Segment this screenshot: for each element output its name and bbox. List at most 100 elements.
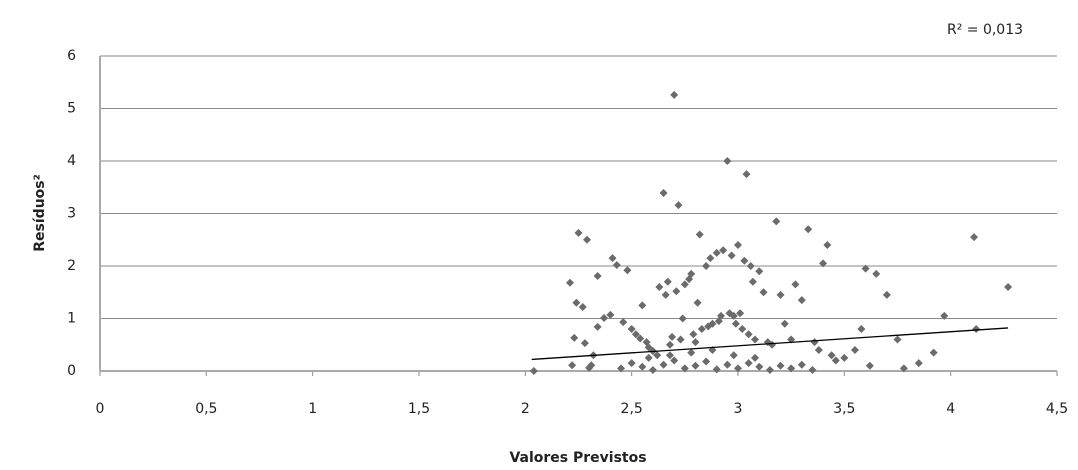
data-point [882, 290, 891, 299]
data-point [670, 356, 679, 365]
data-point [872, 269, 881, 278]
data-point [668, 332, 677, 341]
data-point [593, 271, 602, 280]
data-point [680, 280, 689, 289]
x-tick-label: 3 [734, 401, 743, 417]
trendline [531, 327, 1009, 361]
x-tick-label: 1,5 [408, 401, 430, 417]
data-point [612, 260, 621, 269]
data-point [653, 351, 662, 360]
data-point [787, 364, 796, 373]
data-point [648, 365, 657, 374]
data-point [574, 228, 583, 237]
data-point [619, 318, 628, 327]
data-point [672, 287, 681, 296]
data-point [893, 335, 902, 344]
x-tick-label: 0,5 [195, 401, 217, 417]
data-point [736, 309, 745, 318]
data-point [797, 296, 806, 305]
data-point [702, 357, 711, 366]
data-point [748, 277, 757, 286]
data-point [768, 340, 777, 349]
data-point [808, 365, 817, 374]
data-point [727, 251, 736, 260]
data-point [578, 302, 587, 311]
data-point [970, 233, 979, 242]
data-point [729, 311, 738, 320]
data-point [914, 359, 923, 368]
data-point [819, 259, 828, 268]
data-point [627, 325, 636, 333]
data-point [608, 254, 617, 263]
data-point [712, 365, 721, 374]
data-point [687, 269, 696, 278]
data-point [585, 363, 594, 372]
data-point [600, 313, 609, 322]
data-point [659, 360, 668, 369]
x-tick-label: 2 [521, 401, 530, 417]
data-point [702, 262, 711, 270]
data-point [861, 264, 870, 273]
data-point [899, 364, 908, 373]
data-point [865, 361, 874, 370]
data-point [810, 338, 819, 347]
data-point [791, 280, 800, 289]
x-tick-label: 2,5 [621, 401, 643, 417]
data-point [580, 339, 589, 348]
data-point [644, 353, 653, 362]
data-point [636, 334, 645, 343]
data-point [606, 310, 615, 319]
data-point [719, 246, 728, 255]
data-point [738, 325, 747, 333]
data-point [706, 254, 715, 263]
data-point [746, 262, 755, 270]
data-point [708, 319, 717, 328]
data-point [663, 277, 672, 286]
y-tick-label: 5 [67, 101, 76, 117]
data-point [831, 356, 840, 365]
data-point [759, 288, 768, 297]
data-point [850, 346, 859, 354]
y-axis-title: Resíduos² [32, 174, 48, 251]
data-point [697, 325, 706, 333]
data-point [827, 351, 836, 360]
data-point [751, 353, 760, 362]
data-point [631, 330, 640, 339]
data-point [529, 367, 538, 375]
data-point [814, 346, 823, 354]
data-point [570, 333, 579, 342]
data-point [691, 338, 700, 347]
x-axis-title: Valores Previstos [509, 450, 646, 466]
data-point [729, 351, 738, 360]
data-point [723, 360, 732, 369]
data-point [765, 365, 774, 374]
data-point [638, 362, 647, 371]
data-point [659, 189, 668, 198]
data-point [742, 170, 751, 179]
data-point [670, 90, 679, 99]
data-point [972, 325, 981, 333]
data-point [780, 319, 789, 328]
data-point [740, 256, 749, 265]
x-tick-label: 0 [96, 401, 105, 417]
data-point [712, 248, 721, 257]
y-tick-label: 2 [67, 258, 76, 274]
r-squared: R² = 0,013 [947, 22, 1023, 38]
data-point [772, 217, 781, 226]
data-point [823, 241, 832, 249]
data-point [755, 267, 764, 276]
data-point [565, 278, 574, 287]
y-tick-label: 1 [67, 311, 76, 327]
data-point [734, 364, 742, 373]
x-tick-label: 1 [308, 401, 317, 417]
data-point [693, 298, 702, 307]
x-tick-label: 4 [946, 401, 955, 417]
data-point [674, 201, 683, 210]
data-point [661, 290, 670, 299]
data-point [691, 361, 700, 370]
data-point [751, 335, 760, 344]
y-tick-label: 4 [67, 153, 76, 169]
data-point [665, 340, 674, 349]
y-tick-label: 6 [67, 48, 76, 64]
